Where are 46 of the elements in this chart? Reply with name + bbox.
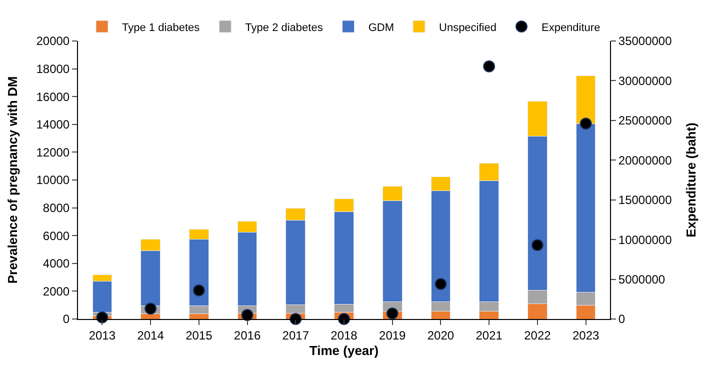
x-tick-label: 2023 (572, 328, 600, 342)
legend-label: Type 1 diabetes (122, 22, 200, 34)
point (386, 307, 398, 320)
point (531, 239, 544, 252)
y2-tick-label: 5000000 (618, 272, 666, 286)
y-tick-label: 16000 (36, 90, 70, 104)
x-tick-label: 2013 (88, 328, 116, 342)
y2-tick-label: 10000000 (618, 232, 672, 247)
y-tick-label: 12000 (36, 145, 70, 160)
y2-tick-label: 20000000 (618, 153, 672, 168)
y-tick-label: 8000 (42, 201, 70, 215)
y-tick-label: 6000 (42, 228, 70, 243)
x-axis-title: Time (year) (309, 343, 379, 358)
y2-tick-label: 30000000 (618, 74, 672, 88)
y-tick-label: 14000 (36, 118, 70, 132)
y-tick-label: 2000 (42, 284, 70, 298)
y-axis-title: Prevalence of pregnancy with DM (5, 76, 20, 284)
y-tick-label: 4000 (42, 256, 70, 271)
x-tick-label: 2017 (282, 328, 310, 342)
point (483, 60, 496, 72)
y-tick-label: 10000 (36, 173, 70, 188)
y-tick-label: 0 (62, 312, 70, 326)
x-tick-label: 2016 (234, 328, 261, 342)
x-tick-label: 2014 (137, 328, 164, 342)
point (241, 309, 254, 322)
legend-label: Type 2 diabetes (245, 22, 324, 34)
point (434, 278, 447, 290)
y2-tick-label: 0 (618, 312, 626, 326)
y-tick-label: 20000 (36, 34, 70, 48)
legend-label: Unspecified (439, 22, 496, 34)
y2-tick-label: 15000000 (618, 193, 672, 208)
x-tick-label: 2018 (330, 328, 358, 342)
x-tick-label: 2015 (186, 328, 213, 342)
point (580, 118, 592, 130)
point (192, 284, 205, 296)
legend-label: GDM (368, 22, 394, 34)
x-tick-label: 2019 (379, 328, 406, 342)
point (144, 302, 157, 315)
y2-axis-title: Expenditure (baht) (684, 122, 699, 238)
x-tick-label: 2020 (427, 328, 454, 342)
y2-tick-label: 35000000 (618, 34, 672, 48)
legend-label: Expenditure (541, 22, 600, 34)
y-tick-label: 18000 (36, 62, 70, 76)
x-tick-label: 2022 (524, 328, 552, 342)
y2-tick-label: 25000000 (618, 114, 672, 128)
x-tick-label: 2021 (476, 328, 503, 342)
